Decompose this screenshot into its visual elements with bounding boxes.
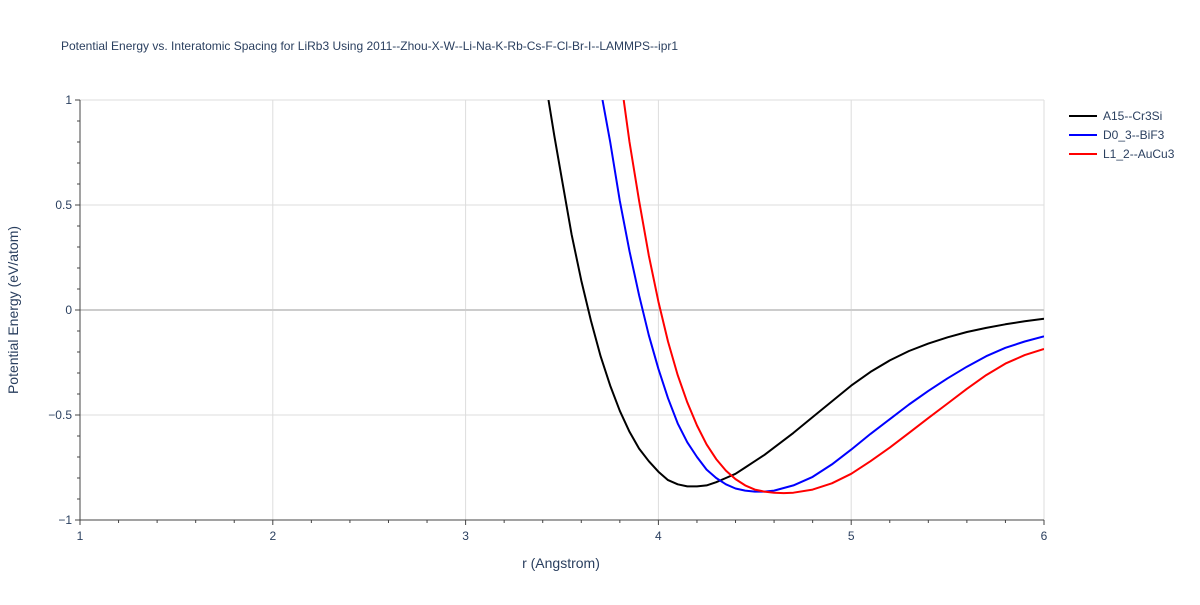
x-tick-label: 2 (269, 529, 276, 543)
legend-label: L1_2--AuCu3 (1103, 147, 1175, 161)
series-line-d0-3-bif3 (601, 100, 1044, 493)
y-tick-label: −0.5 (48, 408, 72, 422)
series-line-a15-cr3si (547, 100, 1044, 488)
x-axis-title: r (Angstrom) (522, 555, 600, 571)
x-tick-label: 6 (1041, 529, 1048, 543)
y-tick-label: 0 (65, 303, 72, 317)
chart-title: Potential Energy vs. Interatomic Spacing… (61, 39, 678, 53)
series-line-l1-2-aucu3 (622, 100, 1044, 495)
x-tick-label: 3 (462, 529, 469, 543)
axes: 1 2 3 4 5 6 −1 −0.5 0 0.5 1 (48, 93, 1047, 543)
y-tick-label: 1 (65, 93, 72, 107)
x-tick-label: 4 (655, 529, 662, 543)
legend[interactable]: A15--Cr3Si D0_3--BiF3 L1_2--AuCu3 (1069, 109, 1175, 161)
y-axis-title: Potential Energy (eV/atom) (5, 226, 21, 394)
legend-item-d0-3-bif3[interactable]: D0_3--BiF3 (1069, 128, 1165, 142)
x-tick-label: 5 (848, 529, 855, 543)
y-tick-label: 0.5 (55, 198, 72, 212)
series-lines (547, 100, 1044, 495)
x-tick-label: 1 (77, 529, 84, 543)
grid (80, 99, 1045, 520)
legend-label: A15--Cr3Si (1103, 109, 1162, 123)
legend-item-l1-2-aucu3[interactable]: L1_2--AuCu3 (1069, 147, 1175, 161)
legend-label: D0_3--BiF3 (1103, 128, 1165, 142)
legend-item-a15-cr3si[interactable]: A15--Cr3Si (1069, 109, 1162, 123)
y-tick-label: −1 (58, 513, 72, 527)
